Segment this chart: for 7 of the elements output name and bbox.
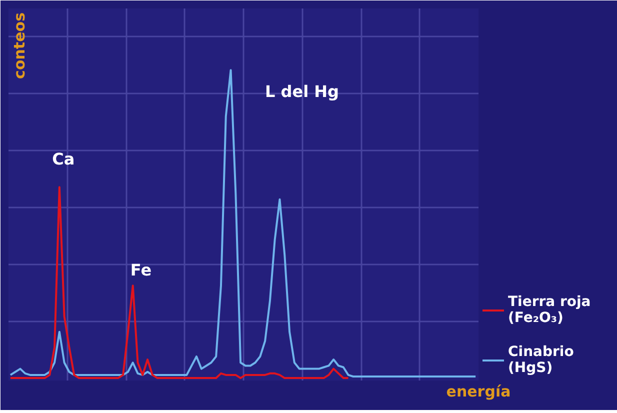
y-axis-title: conteos (10, 12, 28, 79)
annotation: Ca (52, 150, 75, 169)
annotation: L del Hg (265, 82, 340, 101)
legend-label: Cinabrio (HgS) (508, 344, 574, 376)
annotation: Fe (130, 260, 152, 280)
legend-label: Tierra roja (Fe₂O₃) (508, 294, 591, 326)
x-axis-title: energía (446, 382, 511, 400)
